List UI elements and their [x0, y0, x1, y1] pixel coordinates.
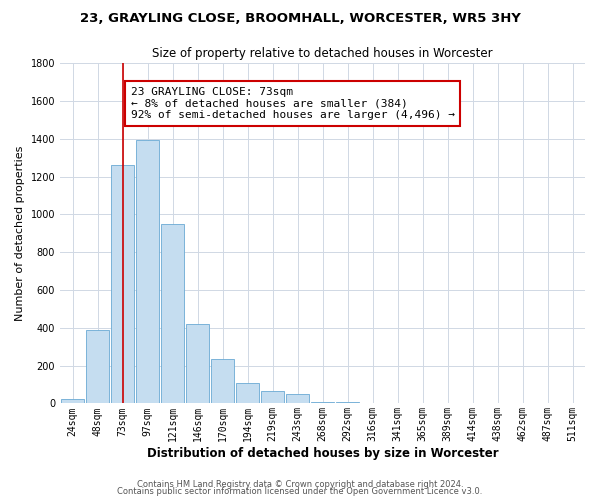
Bar [211, 359, 234, 404]
Bar [111, 165, 134, 404]
X-axis label: Distribution of detached houses by size in Worcester: Distribution of detached houses by size … [147, 447, 499, 460]
Title: Size of property relative to detached houses in Worcester: Size of property relative to detached ho… [152, 48, 493, 60]
Bar [161, 224, 184, 404]
Bar [186, 324, 209, 404]
Bar [311, 402, 334, 404]
Bar [261, 390, 284, 404]
Text: 23, GRAYLING CLOSE, BROOMHALL, WORCESTER, WR5 3HY: 23, GRAYLING CLOSE, BROOMHALL, WORCESTER… [80, 12, 520, 26]
Bar [236, 382, 259, 404]
Bar [286, 394, 309, 404]
Y-axis label: Number of detached properties: Number of detached properties [15, 146, 25, 321]
Bar [136, 140, 159, 404]
Bar [61, 398, 84, 404]
Text: Contains HM Land Registry data © Crown copyright and database right 2024.: Contains HM Land Registry data © Crown c… [137, 480, 463, 489]
Text: Contains public sector information licensed under the Open Government Licence v3: Contains public sector information licen… [118, 487, 482, 496]
Text: 23 GRAYLING CLOSE: 73sqm
← 8% of detached houses are smaller (384)
92% of semi-d: 23 GRAYLING CLOSE: 73sqm ← 8% of detache… [131, 87, 455, 120]
Bar [86, 330, 109, 404]
Bar [336, 402, 359, 404]
